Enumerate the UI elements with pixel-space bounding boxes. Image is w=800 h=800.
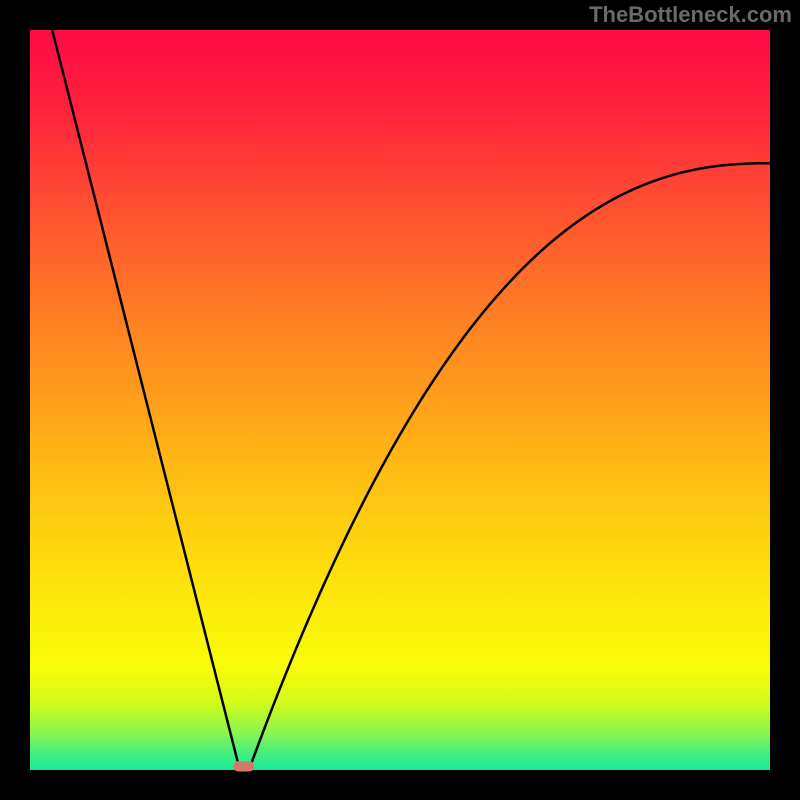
chart-container: TheBottleneck.com (0, 0, 800, 800)
optimal-marker (234, 761, 255, 771)
gradient-background (30, 30, 770, 770)
attribution-text: TheBottleneck.com (589, 2, 792, 28)
bottleneck-chart (0, 0, 800, 800)
